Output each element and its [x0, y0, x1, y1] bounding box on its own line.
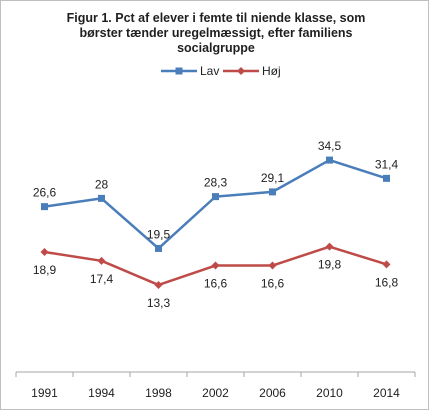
data-point-hoj-2014	[382, 260, 391, 269]
data-point-hoj-2010	[325, 242, 334, 251]
data-point-hoj-2002	[211, 261, 220, 270]
chart-title-line-1: Figur 1. Pct af elever i femte til niend…	[67, 11, 366, 25]
x-tick-label-1998: 1998	[145, 386, 172, 400]
data-label-lav-2014: 31,4	[375, 157, 399, 171]
legend: Lav Høj	[161, 64, 281, 78]
data-point-lav-2010	[326, 156, 333, 164]
data-point-lav-1991	[41, 203, 48, 211]
data-label-hoj-1994: 17,4	[90, 272, 114, 286]
data-label-lav-1991: 26,6	[33, 186, 57, 200]
data-point-hoj-1991	[40, 247, 49, 256]
data-label-hoj-1998: 13,3	[147, 296, 171, 310]
legend-entry-hoj: Høj	[223, 64, 281, 78]
legend-marker-lav	[175, 67, 183, 75]
data-label-lav-1994: 28	[95, 177, 109, 191]
data-label-lav-2010: 34,5	[318, 139, 342, 153]
data-label-lav-2006: 29,1	[261, 171, 285, 185]
series-group: 26,6 28 19,5 28,3 29,1 34,5 31,4 18,9 17,4 13,3 16…	[33, 139, 399, 310]
x-tick-label-2006: 2006	[259, 386, 286, 400]
chart-title-line-3: socialgruppe	[177, 41, 255, 55]
x-tick-label-1991: 1991	[31, 386, 58, 400]
x-tick-label-2002: 2002	[202, 386, 229, 400]
data-label-hoj-1991: 18,9	[33, 263, 57, 277]
data-label-hoj-2002: 16,6	[204, 277, 228, 291]
data-point-lav-2014	[383, 174, 390, 182]
data-label-hoj-2010: 19,8	[318, 258, 342, 272]
series-line-lav	[44, 158, 387, 250]
data-label-lav-1998: 19,5	[147, 227, 171, 241]
x-axis-ticks	[15, 372, 416, 377]
x-axis-tick-labels: 1991 1994 1998 2002 2006 2010 2014	[31, 386, 400, 400]
data-point-lav-2006	[269, 188, 276, 196]
data-point-lav-1994	[98, 194, 105, 202]
legend-label-hoj: Høj	[262, 64, 281, 78]
data-label-hoj-2014: 16,8	[375, 275, 399, 289]
series-hoj: 18,9 17,4 13,3 16,6 16,6 19,8 16,8	[33, 242, 399, 310]
data-point-hoj-2006	[268, 261, 277, 270]
data-point-lav-2002	[212, 193, 219, 201]
x-tick-label-2014: 2014	[373, 386, 400, 400]
legend-marker-hoj	[237, 67, 245, 75]
legend-entry-lav: Lav	[161, 64, 219, 78]
chart-title-line-2: børster tænder uregelmæssigt, efter fami…	[80, 26, 353, 40]
x-tick-label-2010: 2010	[316, 386, 343, 400]
series-lav: 26,6 28 19,5 28,3 29,1 34,5 31,4	[33, 139, 399, 252]
data-label-lav-2002: 28,3	[204, 176, 228, 190]
data-label-hoj-2006: 16,6	[261, 277, 285, 291]
data-point-lav-1998	[155, 244, 162, 252]
x-tick-label-1994: 1994	[88, 386, 115, 400]
data-point-hoj-1998	[154, 280, 163, 289]
data-point-hoj-1994	[97, 256, 106, 265]
legend-label-lav: Lav	[200, 64, 219, 78]
